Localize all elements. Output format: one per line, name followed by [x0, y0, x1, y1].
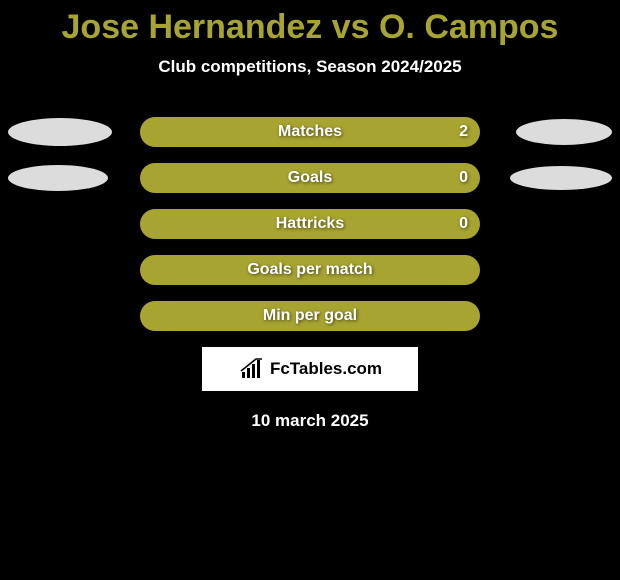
- brand-box: FcTables.com: [202, 347, 418, 391]
- avatar-ellipse-left: [8, 165, 108, 191]
- stat-bar: Goals 0: [140, 163, 480, 193]
- stat-label: Goals: [288, 169, 332, 187]
- date-text: 10 march 2025: [0, 411, 620, 431]
- stat-rows: Matches 2 Goals 0 Hattricks 0 Goals per …: [0, 117, 620, 331]
- avatar-ellipse-right: [510, 166, 612, 190]
- stat-row: Goals 0: [0, 163, 620, 193]
- brand-inner: FcTables.com: [238, 358, 382, 380]
- page-subtitle: Club competitions, Season 2024/2025: [0, 57, 620, 77]
- stat-label: Matches: [278, 123, 342, 141]
- stat-value: 0: [459, 169, 468, 187]
- stat-value: 0: [459, 215, 468, 233]
- brand-text: FcTables.com: [270, 359, 382, 379]
- stat-row: Min per goal: [0, 301, 620, 331]
- stat-label: Hattricks: [276, 215, 344, 233]
- stat-row: Matches 2: [0, 117, 620, 147]
- avatar-ellipse-left: [8, 118, 112, 146]
- chart-icon: [238, 358, 266, 380]
- stat-value: 2: [459, 123, 468, 141]
- avatar-ellipse-right: [516, 119, 612, 145]
- stat-bar: Goals per match: [140, 255, 480, 285]
- stat-bar: Hattricks 0: [140, 209, 480, 239]
- stat-row: Goals per match: [0, 255, 620, 285]
- stat-label: Min per goal: [263, 307, 357, 325]
- stat-row: Hattricks 0: [0, 209, 620, 239]
- page-title: Jose Hernandez vs O. Campos: [0, 0, 620, 47]
- stat-bar: Matches 2: [140, 117, 480, 147]
- stat-bar: Min per goal: [140, 301, 480, 331]
- stat-label: Goals per match: [247, 261, 372, 279]
